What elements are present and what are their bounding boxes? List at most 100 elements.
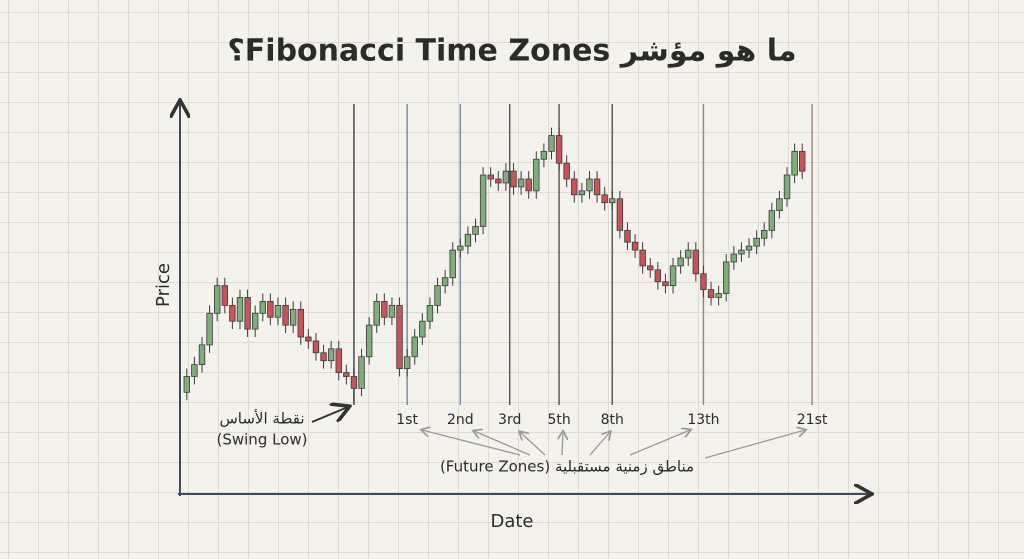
candle-body	[229, 304, 236, 322]
candle-body	[601, 194, 608, 204]
candle-body	[548, 135, 555, 152]
zone-label: 1st	[396, 412, 418, 428]
zone-label: 5th	[547, 412, 570, 428]
candle-body	[768, 210, 776, 231]
candle-body	[221, 285, 228, 306]
candle-body	[745, 245, 753, 251]
candle-body	[213, 285, 221, 314]
candle-body	[692, 249, 700, 275]
candle-body	[647, 265, 654, 271]
candle-body	[365, 324, 373, 358]
arrow	[589, 432, 610, 456]
zone-label: 3rd	[498, 412, 521, 428]
candle-body	[411, 336, 418, 358]
candle-body	[563, 162, 570, 180]
x-axis-label: Date	[490, 511, 533, 532]
candle-body	[700, 273, 707, 290]
candle-body	[305, 336, 312, 342]
candle-body	[540, 150, 548, 160]
zone-label: 13th	[687, 412, 719, 428]
candle-body	[289, 308, 297, 326]
candle-body	[244, 297, 251, 330]
candle-body	[533, 158, 540, 192]
candle-body	[198, 344, 206, 366]
candle-body	[434, 285, 441, 306]
candle-body	[251, 312, 259, 330]
chart-title: ما هو مؤشر Fibonacci Time Zones؟	[227, 34, 796, 69]
candle-body	[685, 249, 692, 259]
arrow	[520, 432, 546, 456]
candle-body	[358, 356, 365, 389]
arrow	[562, 432, 563, 456]
candle-body	[761, 229, 768, 239]
candle-body	[479, 174, 487, 227]
note-arrows	[422, 430, 805, 459]
candle-body	[464, 233, 472, 247]
candle-body	[609, 198, 616, 204]
candle-body	[791, 150, 798, 176]
zone-label: 21st	[797, 412, 828, 428]
base-sublabel: (Swing Low)	[217, 431, 308, 449]
candle-body	[396, 304, 403, 369]
candle-body	[799, 150, 806, 172]
zones-note: مناطق زمنية مستقبلية (Future Zones)	[440, 458, 694, 476]
candle-body	[502, 170, 510, 184]
candle-body	[578, 190, 586, 196]
candle-body	[586, 178, 593, 192]
candle-body	[571, 178, 578, 196]
candle-body	[381, 301, 388, 318]
zone-label: 8th	[601, 412, 624, 428]
candle-body	[282, 304, 289, 326]
arrow	[704, 430, 805, 459]
candle-body	[312, 340, 320, 354]
candle-body	[783, 174, 791, 200]
candle-body	[662, 281, 669, 287]
candle-body	[335, 348, 342, 373]
base-arrow	[311, 407, 348, 423]
zone-label: 2nd	[447, 412, 474, 428]
candle-body	[206, 312, 213, 346]
candle-body	[441, 277, 449, 287]
candle-body	[730, 253, 738, 263]
candle-body	[624, 229, 631, 243]
candle-body	[457, 245, 464, 251]
candle-body	[426, 304, 434, 322]
candle-body	[616, 198, 624, 231]
candle-body	[654, 269, 662, 283]
arrow	[474, 431, 531, 456]
candle-body	[753, 237, 760, 247]
candle-body	[639, 249, 646, 267]
arrow	[422, 430, 521, 456]
base-label: نقطة الأساس	[219, 409, 304, 428]
candle-body	[320, 352, 327, 362]
candle-body	[517, 178, 525, 188]
candle-body	[555, 135, 563, 164]
candle-body	[388, 304, 396, 318]
candle-body	[495, 178, 502, 184]
candle-body	[738, 249, 745, 255]
candle-body	[191, 364, 198, 377]
candle-body	[236, 297, 244, 322]
candle-body	[776, 198, 783, 212]
candle-body	[267, 301, 274, 318]
candle-body	[669, 265, 677, 287]
candle-body	[510, 170, 517, 188]
candle-body	[631, 241, 639, 251]
candle-body	[472, 225, 479, 235]
candle-body	[707, 289, 715, 298]
y-axis-label: Price	[153, 263, 174, 307]
candle-body	[449, 249, 456, 279]
candle-body	[297, 308, 304, 338]
arrow	[629, 430, 690, 456]
candle-body	[723, 261, 730, 294]
candle-body	[677, 257, 684, 267]
candle-body	[327, 348, 335, 362]
candle-body	[715, 293, 722, 298]
candle-body	[487, 174, 494, 180]
candle-body	[373, 301, 380, 326]
candle-body	[419, 320, 426, 338]
candle-body	[343, 372, 350, 377]
candle-body	[259, 301, 266, 314]
